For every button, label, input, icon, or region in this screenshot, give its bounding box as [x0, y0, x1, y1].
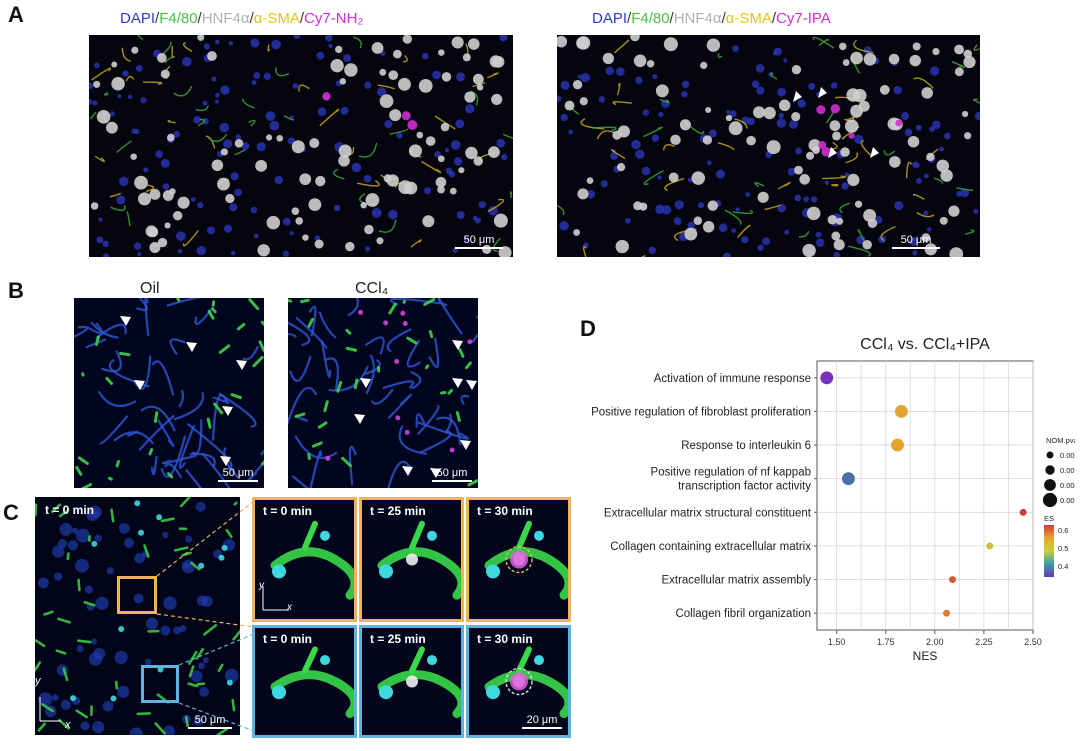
channel-left-part-7: /	[299, 10, 305, 27]
scale-bar-c-inset: 20 μm	[522, 714, 562, 729]
size-legend-label: 0.004	[1060, 481, 1075, 490]
data-point	[943, 609, 951, 617]
overview-time-label: t = 0 min	[45, 503, 95, 517]
panel-letter-a: A	[8, 2, 24, 27]
panel-letter-c: C	[3, 500, 19, 525]
data-point	[895, 405, 908, 418]
data-point	[842, 472, 855, 486]
x-tick-label: 2.00	[926, 637, 944, 647]
inset-blue-0: t = 0 min	[252, 625, 357, 738]
channel-left-part-5: /	[249, 10, 254, 27]
category-label: Activation of immune response	[654, 373, 811, 385]
roi-connector-lines	[156, 500, 255, 732]
roi-box-orange	[117, 576, 157, 614]
inset-orange-1: t = 25 min	[359, 497, 464, 622]
data-point	[986, 542, 994, 550]
category-label: Collagen containing extracellular matrix	[610, 541, 811, 553]
x-axis-label: NES	[913, 649, 938, 663]
inset-time-label: t = 0 min	[263, 632, 313, 646]
micrograph-time-lapse-overview: t = 0 min y x 50 μm	[35, 497, 240, 735]
color-legend-title: ES	[1044, 514, 1054, 523]
panel-a-right-channel-label: DAPI/F4/80/HNF4α/α-SMA/Cy7-IPA	[592, 10, 831, 27]
channel-left-part-2: F4/80	[159, 10, 198, 27]
channel-right-part-5: /	[721, 10, 726, 27]
inset-time-label: t = 25 min	[370, 504, 426, 518]
plot-area	[816, 360, 1034, 631]
color-legend-bar	[1044, 525, 1054, 577]
channel-right-part-8: Cy7-IPA	[776, 10, 831, 27]
size-legend-label: 0.000	[1060, 451, 1075, 460]
inset-orange-0: t = 0 min y x	[252, 497, 357, 622]
category-label: Extracellular matrix structural constitu…	[604, 507, 812, 519]
data-point	[948, 576, 956, 584]
category-label: transcription factor activity	[678, 481, 811, 493]
scale-bar-c-main: 50 μm	[188, 714, 232, 729]
overview-axis-x: x	[65, 719, 71, 731]
channel-right-part-1: /	[627, 10, 632, 27]
x-tick-label: 2.50	[1024, 637, 1042, 647]
category-label: Response to interleukin 6	[681, 440, 811, 452]
inset-axis-y: y	[259, 580, 264, 591]
inset-time-label: t = 25 min	[370, 632, 426, 646]
channel-left-part-1: /	[155, 10, 160, 27]
size-legend-label: 0.002	[1060, 466, 1075, 475]
micrograph-cy7-ipa: 50 μm	[557, 35, 980, 257]
inset-orange-2: t = 30 min	[466, 497, 571, 622]
micrograph-ccl4: 50 μm	[288, 298, 478, 488]
channel-left-part-3: /	[197, 10, 202, 27]
channel-right-part-3: /	[669, 10, 674, 27]
channel-right-part-4: HNF4α	[673, 10, 722, 27]
inset-time-label: t = 0 min	[263, 504, 313, 518]
scale-bar-b-left: 50 μm	[218, 467, 258, 482]
panel-b-ccl4-title: CCl₄	[355, 280, 389, 297]
inset-time-label: t = 30 min	[477, 632, 533, 646]
category-label: Collagen fibril organization	[675, 608, 811, 620]
channel-right-part-6: α-SMA	[725, 10, 772, 27]
panel-letter-d: D	[580, 316, 596, 341]
channel-left-part-8: Cy7-NH₂	[304, 10, 364, 27]
scale-bar-a-left: 50 μm	[455, 234, 503, 249]
panel-letter-b: B	[8, 278, 24, 303]
scale-bar-b-right: 50 μm	[432, 467, 472, 482]
channel-left-part-6: α-SMA	[253, 10, 300, 27]
category-label: Positive regulation of nf kappab	[651, 467, 811, 479]
micrograph-oil: 50 μm	[74, 298, 264, 488]
panel-a-left-channel-label: DAPI/F4/80/HNF4α/α-SMA/Cy7-NH₂	[120, 10, 363, 27]
scale-bar-a-right: 50 μm	[892, 234, 940, 249]
category-label: Positive regulation of fibroblast prolif…	[591, 406, 811, 418]
chart-title: CCl₄ vs. CCl₄+IPA	[860, 336, 990, 353]
inset-blue-2: t = 30 min 20 μm	[466, 625, 571, 738]
roi-box-blue	[141, 665, 179, 703]
size-legend-title: NOM.pval	[1046, 436, 1075, 445]
size-legend-label: 0.006	[1060, 496, 1075, 505]
color-legend-label: 0.6	[1058, 526, 1068, 535]
color-legend-label: 0.4	[1058, 562, 1068, 571]
inset-time-label: t = 30 min	[477, 504, 533, 518]
color-legend-label: 0.5	[1058, 544, 1068, 553]
channel-right-part-2: F4/80	[631, 10, 670, 27]
channel-left-part-0: DAPI	[120, 10, 156, 27]
data-point	[820, 371, 834, 385]
x-tick-label: 1.50	[828, 637, 846, 647]
size-legend-dot	[1046, 451, 1054, 459]
micrograph-cy7-nh2: 50 μm	[89, 35, 513, 257]
channel-right-part-0: DAPI	[592, 10, 628, 27]
overview-axis-y: y	[35, 675, 41, 687]
inset-blue-1: t = 25 min	[359, 625, 464, 738]
inset-axis-x: x	[287, 602, 292, 613]
x-tick-label: 2.25	[975, 637, 993, 647]
x-tick-label: 1.75	[877, 637, 895, 647]
channel-left-part-4: HNF4α	[201, 10, 250, 27]
panel-b-oil-title: Oil	[140, 280, 160, 297]
data-point	[1019, 508, 1027, 516]
size-legend-dot	[1044, 479, 1056, 491]
channel-right-part-7: /	[771, 10, 777, 27]
data-point	[891, 438, 904, 452]
gsea-dot-plot: CCl₄ vs. CCl₄+IPA 1.50 1.75 2.00 2.25 2.50 NES…	[591, 336, 1075, 663]
size-legend-dot	[1042, 492, 1058, 508]
category-label: Extracellular matrix assembly	[661, 575, 811, 587]
size-legend-dot	[1045, 465, 1055, 475]
